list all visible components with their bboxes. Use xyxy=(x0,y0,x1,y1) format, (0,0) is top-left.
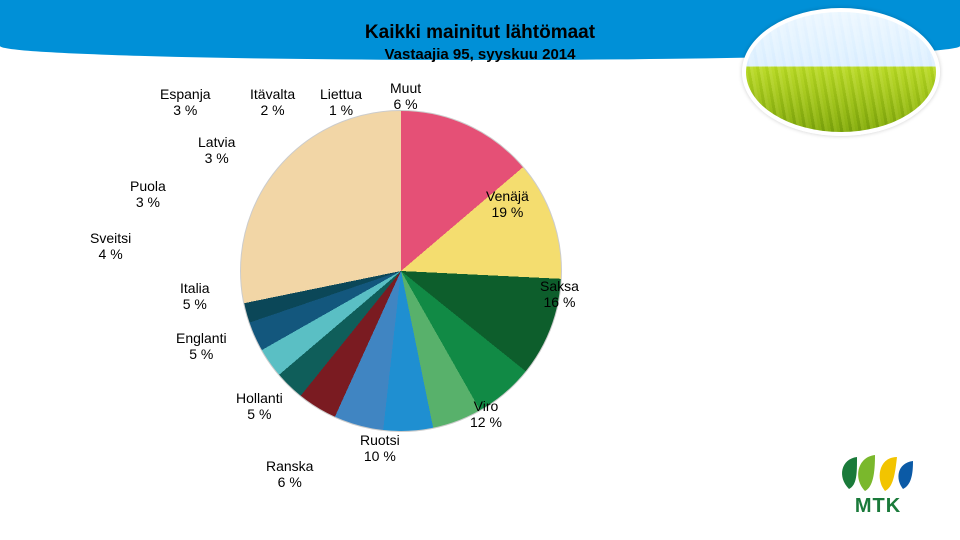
mtk-logo-text: MTK xyxy=(855,495,901,518)
slice-label-viro: Viro12 % xyxy=(470,398,502,430)
slice-label-espanja: Espanja3 % xyxy=(160,86,211,118)
slice-label-saksa: Saksa16 % xyxy=(540,278,579,310)
slice-label-ruotsi: Ruotsi10 % xyxy=(360,432,400,464)
mtk-logo-leaves xyxy=(835,451,921,493)
slice-label-muut: Muut6 % xyxy=(390,80,421,112)
slice-label-sveitsi: Sveitsi4 % xyxy=(90,230,131,262)
mtk-logo: MTK xyxy=(818,448,938,518)
slice-label-italia: Italia5 % xyxy=(180,280,210,312)
slice-label-liettua: Liettua1 % xyxy=(320,86,362,118)
slice-label-itävalta: Itävalta2 % xyxy=(250,86,295,118)
chart-title: Kaikki mainitut lähtömaat xyxy=(0,22,960,44)
slice-label-englanti: Englanti5 % xyxy=(176,330,227,362)
slice-label-puola: Puola3 % xyxy=(130,178,166,210)
slice-label-ranska: Ranska6 % xyxy=(266,458,313,490)
pie-graphic xyxy=(240,110,562,432)
chart-subtitle: Vastaajia 95, syyskuu 2014 xyxy=(0,46,960,63)
slice-label-hollanti: Hollanti5 % xyxy=(236,390,283,422)
slice-label-latvia: Latvia3 % xyxy=(198,134,235,166)
slice-label-venäjä: Venäjä19 % xyxy=(486,188,529,220)
pie-chart: Muut6 % Venäjä19 % Saksa16 % Viro12 % Ruotsi… xyxy=(50,80,710,510)
